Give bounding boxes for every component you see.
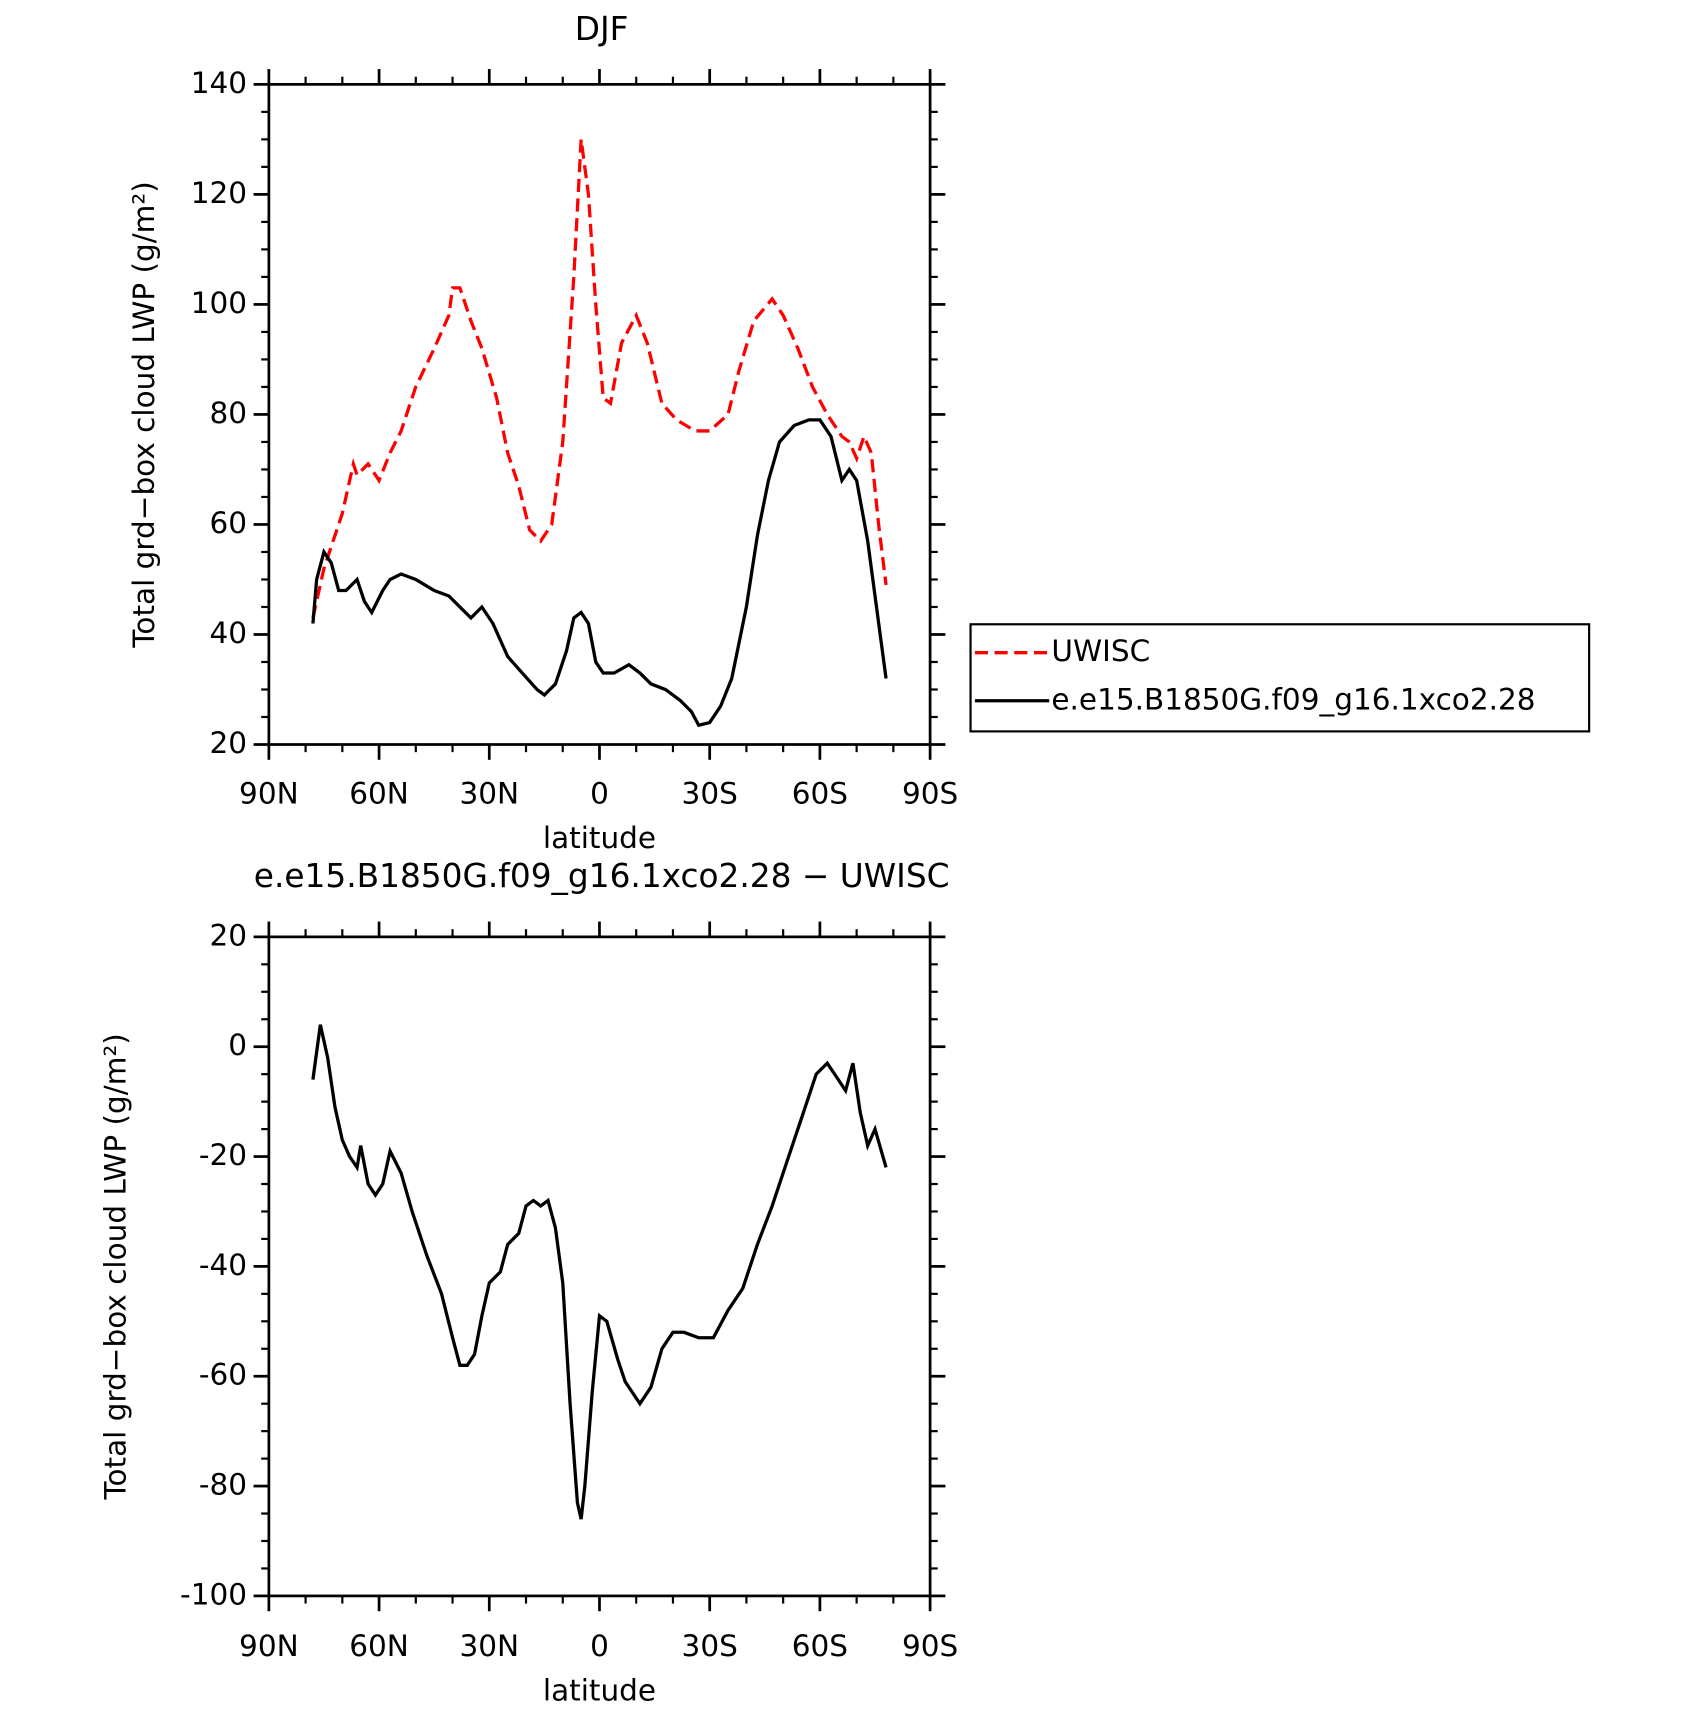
- y-tick-label: 0: [228, 1028, 247, 1062]
- y-tick-label: -100: [180, 1577, 247, 1611]
- legend-label: UWISC: [1051, 634, 1150, 668]
- x-tick-label: 30S: [682, 776, 738, 810]
- y-tick-label: 40: [209, 616, 247, 650]
- y-tick-label: 60: [209, 506, 247, 540]
- x-tick-label: 0: [590, 1629, 609, 1663]
- x-tick-label: 90N: [239, 1629, 299, 1663]
- plot-frame: [267, 83, 932, 746]
- x-tick-label: 90N: [239, 776, 299, 810]
- plot-frame: [267, 935, 932, 1598]
- y-tick-label: 120: [191, 176, 247, 210]
- y-axis-label: Total grd−box cloud LWP (g/m²): [98, 1033, 132, 1500]
- y-tick-label: -80: [199, 1468, 247, 1502]
- y-tick-label: 20: [209, 918, 247, 952]
- x-tick-label: 30S: [682, 1629, 738, 1663]
- x-tick-label: 30N: [459, 1629, 519, 1663]
- x-tick-label: 60S: [792, 776, 848, 810]
- x-tick-label: 90S: [902, 776, 958, 810]
- y-axis-label: Total grd−box cloud LWP (g/m²): [127, 181, 161, 648]
- y-tick-label: 80: [209, 396, 247, 430]
- chart-title: e.e15.B1850G.f09_g16.1xco2.28 − UWISC: [254, 857, 950, 895]
- data-line: [311, 139, 888, 619]
- y-tick-label: -60: [199, 1358, 247, 1392]
- legend-label: e.e15.B1850G.f09_g16.1xco2.28: [1051, 682, 1535, 716]
- chart-title: DJF: [575, 10, 629, 48]
- y-tick-label: 140: [191, 66, 247, 100]
- x-tick-label: 0: [590, 776, 609, 810]
- x-axis-label: latitude: [543, 1674, 656, 1708]
- data-line: [311, 1024, 888, 1520]
- y-tick-label: 20: [209, 726, 247, 760]
- x-tick-label: 90S: [902, 1629, 958, 1663]
- x-tick-label: 60S: [792, 1629, 848, 1663]
- legend-box: [969, 623, 1591, 733]
- x-tick-label: 60N: [349, 1629, 409, 1663]
- y-tick-label: -40: [199, 1248, 247, 1282]
- y-tick-label: 100: [191, 286, 247, 320]
- y-tick-label: -20: [199, 1138, 247, 1172]
- x-axis-label: latitude: [543, 821, 656, 855]
- x-tick-label: 30N: [459, 776, 519, 810]
- x-tick-label: 60N: [349, 776, 409, 810]
- data-line: [311, 418, 888, 728]
